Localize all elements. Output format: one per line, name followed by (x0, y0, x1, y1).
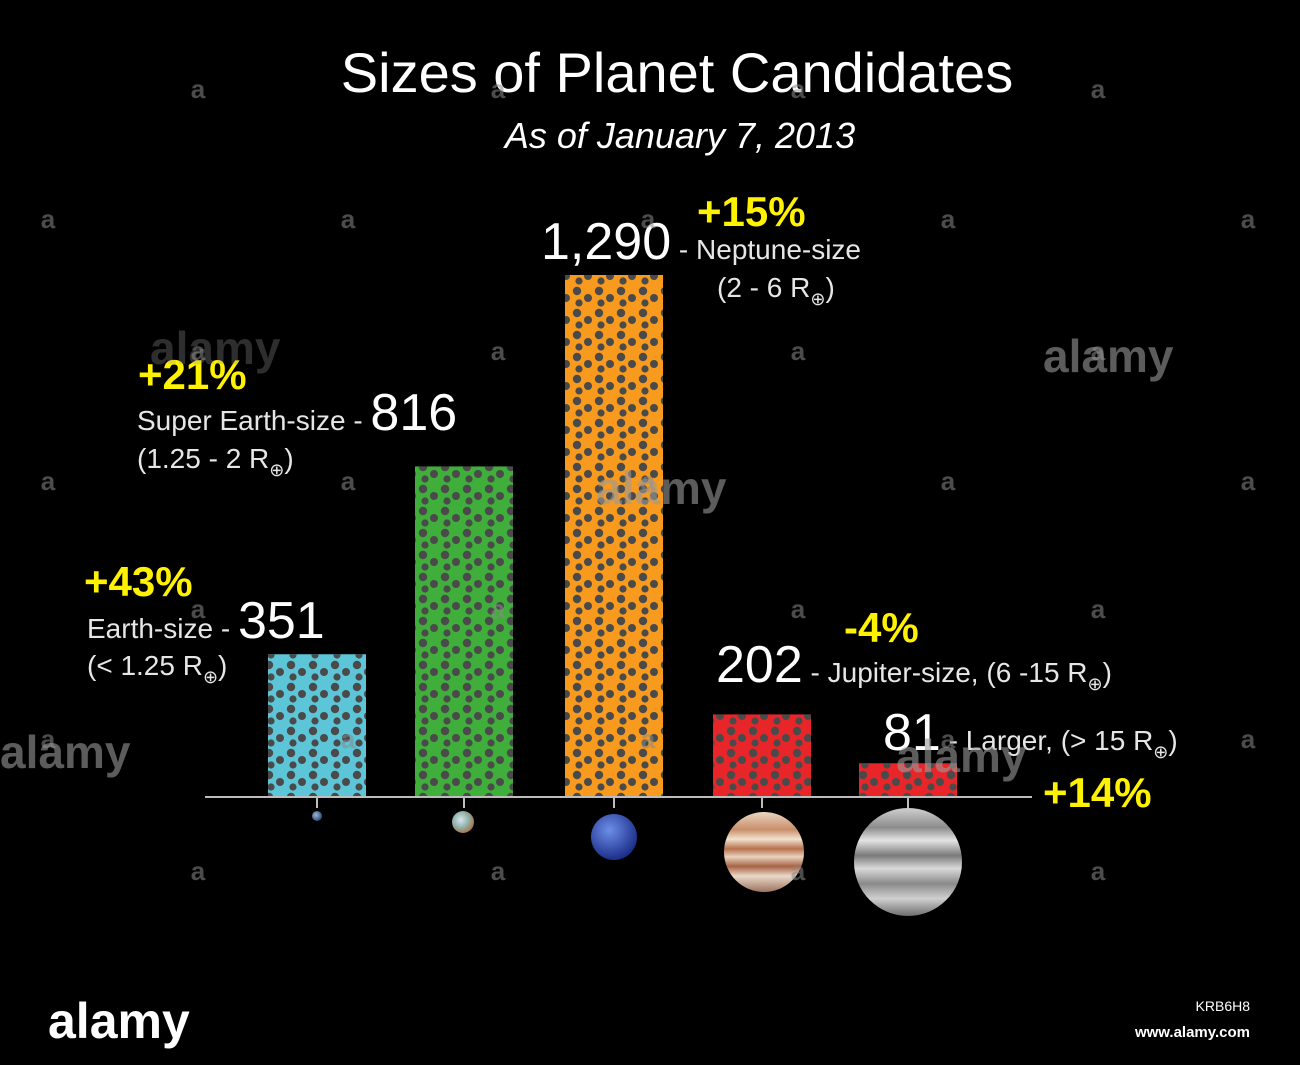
watermark-letter: a (341, 204, 356, 234)
label-larger-name: - Larger, (941, 725, 1061, 756)
watermark-letter: a (41, 724, 56, 754)
watermark-letter: a (1091, 594, 1106, 624)
earth-icon (312, 811, 322, 821)
watermark-letter: a (491, 856, 506, 886)
watermark-letter: a (41, 204, 56, 234)
label-super-earth: Super Earth-size - 816 (137, 384, 457, 442)
label-neptune: 1,290 - Neptune-size (541, 213, 861, 271)
label-neptune-name: - Neptune-size (671, 234, 861, 265)
range-neptune-close: ) (825, 272, 834, 303)
earth-symbol-icon: ⊕ (1088, 674, 1103, 694)
watermark-image-id: KRB6H8 (1196, 998, 1251, 1014)
range-neptune-text: (2 - 6 R (717, 272, 810, 303)
watermark-brand-3: alamy (596, 462, 727, 514)
label-super-earth-name: Super Earth-size - (137, 405, 370, 436)
earth-symbol-icon: ⊕ (203, 667, 218, 687)
change-super-earth: +21% (138, 351, 247, 398)
range-earth-text: (< 1.25 R (87, 650, 203, 681)
range-larger-close: ) (1168, 725, 1177, 756)
planet-icons (312, 808, 962, 916)
watermark-letter: a (791, 336, 806, 366)
watermark-letter: a (341, 724, 356, 754)
change-neptune: +15% (697, 188, 806, 235)
watermark-letter: a (641, 466, 656, 496)
range-jupiter-text: (6 -15 R (986, 657, 1087, 688)
watermark-letter: a (641, 204, 656, 234)
watermark-letter: a (941, 724, 956, 754)
watermark-letter: a (1091, 856, 1106, 886)
watermark-letter: a (191, 856, 206, 886)
watermark-letter: a (491, 594, 506, 624)
watermark-letter: a (791, 74, 806, 104)
bar-texture (565, 275, 663, 796)
range-super-earth-close: ) (284, 443, 293, 474)
watermark-letter: a (191, 594, 206, 624)
watermark-letter: a (1091, 74, 1106, 104)
earth-symbol-icon: ⊕ (810, 289, 825, 309)
range-super-earth: (1.25 - 2 R⊕) (137, 443, 294, 480)
range-larger-text: (> 15 R (1061, 725, 1154, 756)
value-larger: 81 (883, 704, 941, 762)
watermark-logo: alamy (48, 993, 190, 1049)
neptune-icon (591, 814, 637, 860)
value-super-earth: 816 (370, 384, 457, 442)
watermark-letter: a (191, 336, 206, 366)
value-jupiter: 202 (716, 636, 803, 694)
watermark-url: www.alamy.com (1134, 1024, 1250, 1041)
x-axis-ticks (316, 797, 909, 808)
label-earth: Earth-size - 351 (87, 592, 325, 650)
earth-symbol-icon: ⊕ (269, 460, 284, 480)
watermark-letter: a (341, 466, 356, 496)
watermark-brand-2: alamy (1043, 330, 1174, 382)
watermark-brand-5: alamy (896, 730, 1027, 782)
watermark-letter: a (491, 74, 506, 104)
change-earth: +43% (84, 558, 193, 605)
watermark-letter: a (191, 74, 206, 104)
range-super-earth-text: (1.25 - 2 R (137, 443, 269, 474)
watermark-brand-1: alamy (150, 322, 281, 374)
label-jupiter: 202 - Jupiter-size, (6 -15 R⊕) (716, 636, 1112, 694)
value-earth: 351 (238, 592, 325, 650)
bar-texture (268, 654, 366, 796)
watermark-brand-4: alamy (0, 726, 131, 778)
watermark-letter: a (1241, 204, 1256, 234)
super-earth-icon (452, 811, 474, 833)
bar-texture (713, 714, 811, 796)
label-jupiter-name: - Jupiter-size, (803, 657, 987, 688)
watermark-letter: a (791, 856, 806, 886)
large-gas-giant-icon (854, 808, 962, 916)
bar-texture (415, 466, 513, 796)
range-neptune: (2 - 6 R⊕) (717, 272, 835, 309)
watermark-letter: a (491, 336, 506, 366)
range-jupiter-close: ) (1103, 657, 1112, 688)
change-larger: +14% (1043, 769, 1152, 816)
watermark-letter: a (1241, 466, 1256, 496)
watermark-letter: a (41, 466, 56, 496)
bars-group (268, 275, 957, 796)
watermark-letter: a (641, 724, 656, 754)
bar-texture (859, 763, 957, 796)
jupiter-icon (724, 812, 804, 892)
chart-subtitle: As of January 7, 2013 (503, 115, 855, 156)
chart-title: Sizes of Planet Candidates (341, 41, 1013, 104)
earth-symbol-icon: ⊕ (1153, 742, 1168, 762)
watermark-letter: a (791, 594, 806, 624)
watermark-letters: a a a a a a a a a a a a a a a a a a a a a a a a a a a a a a a (41, 74, 1256, 886)
label-larger: 81 - Larger, (> 15 R⊕) (883, 704, 1178, 762)
change-jupiter: -4% (844, 604, 919, 651)
range-earth: (< 1.25 R⊕) (87, 650, 227, 687)
watermark-letter: a (1091, 336, 1106, 366)
range-earth-close: ) (218, 650, 227, 681)
watermark-letter: a (941, 466, 956, 496)
watermark-letter: a (941, 204, 956, 234)
watermark-letter: a (1241, 724, 1256, 754)
value-neptune: 1,290 (541, 213, 671, 271)
label-earth-name: Earth-size - (87, 613, 238, 644)
watermark-brand: alamy alamy alamy alamy alamy (0, 322, 1174, 782)
